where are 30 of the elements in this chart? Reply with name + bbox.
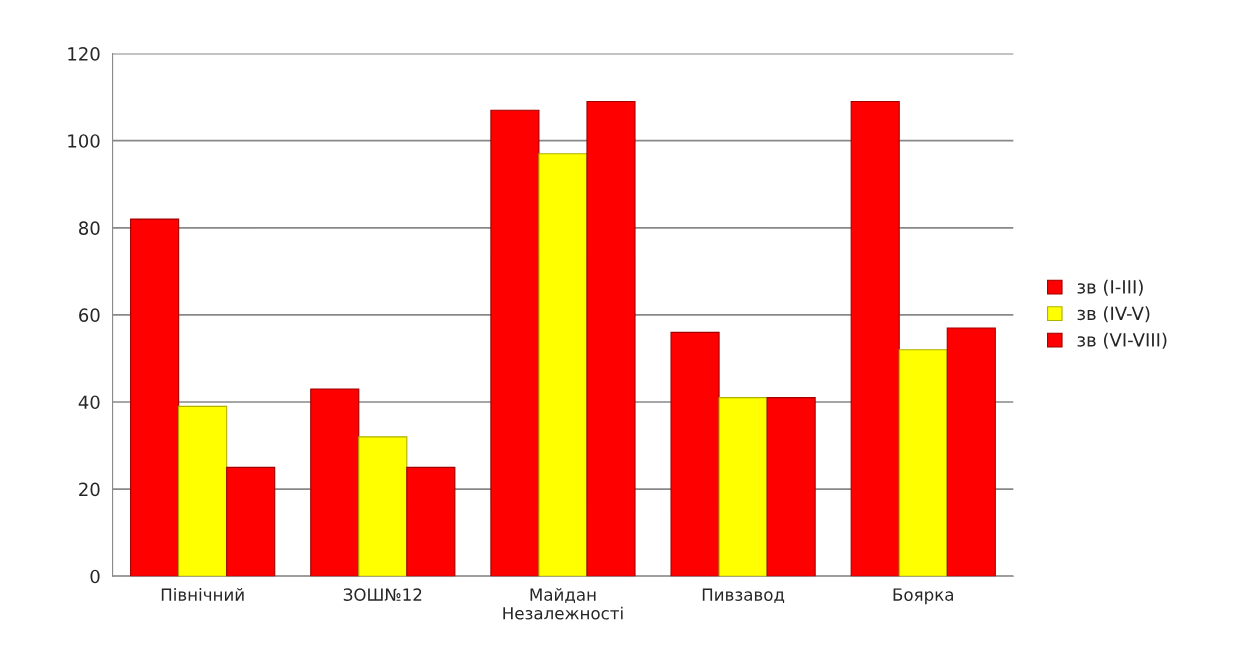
y-tick-label: 20 [79,482,100,497]
bar [178,405,228,577]
legend-label: зв (IV-V) [1077,306,1150,323]
y-tick-label: 100 [68,134,100,148]
x-tick-label: Пивзавод [702,588,785,603]
legend-label: зв (VI-VIII) [1077,332,1167,349]
x-tick-label: Майдан Незалежності [503,588,623,620]
y-tick-label: 0 [90,569,100,584]
bar [490,109,540,577]
bar [538,153,588,577]
bar [670,331,720,577]
bar [850,100,900,577]
bar [358,436,408,577]
y-tick-label: 60 [79,308,100,323]
bar [310,388,360,577]
bar [718,397,768,577]
bar [946,327,996,577]
y-tick-label: 120 [68,47,100,61]
y-tick-label: 80 [79,221,100,235]
bar [226,466,276,577]
x-tick-label: ЗОШ№12 [343,588,422,601]
y-tick-label: 40 [78,395,100,410]
x-tick-label: Північний [161,588,244,601]
legend-label: зв (I-III) [1077,279,1143,296]
bar [586,100,636,577]
bar [130,218,180,577]
bar [406,466,456,577]
x-tick-label: Боярка [893,588,953,605]
bar [898,349,948,577]
bar [766,397,816,577]
